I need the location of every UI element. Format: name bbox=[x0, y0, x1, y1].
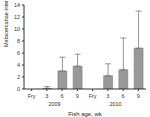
svg-text:8: 8 bbox=[17, 38, 20, 44]
svg-text:2010: 2010 bbox=[109, 101, 121, 107]
svg-text:6: 6 bbox=[17, 50, 20, 56]
svg-text:4: 4 bbox=[17, 62, 20, 68]
svg-text:6: 6 bbox=[122, 93, 125, 99]
svg-text:3: 3 bbox=[45, 93, 48, 99]
svg-text:Fry: Fry bbox=[28, 93, 36, 99]
svg-text:2009: 2009 bbox=[48, 101, 60, 107]
svg-text:0: 0 bbox=[17, 86, 20, 92]
svg-text:9: 9 bbox=[137, 93, 140, 99]
svg-text:Fish age, wk: Fish age, wk bbox=[68, 111, 103, 117]
svg-text:6: 6 bbox=[61, 93, 64, 99]
svg-text:10: 10 bbox=[14, 26, 20, 32]
svg-text:9: 9 bbox=[76, 93, 79, 99]
svg-text:Fry: Fry bbox=[89, 93, 97, 99]
svg-text:12: 12 bbox=[14, 14, 20, 20]
svg-text:2: 2 bbox=[17, 74, 20, 80]
svg-text:3: 3 bbox=[106, 93, 109, 99]
svg-text:14: 14 bbox=[14, 2, 20, 8]
svg-text:Metacercariae intensity, no./f: Metacercariae intensity, no./fish bbox=[8, 0, 9, 47]
